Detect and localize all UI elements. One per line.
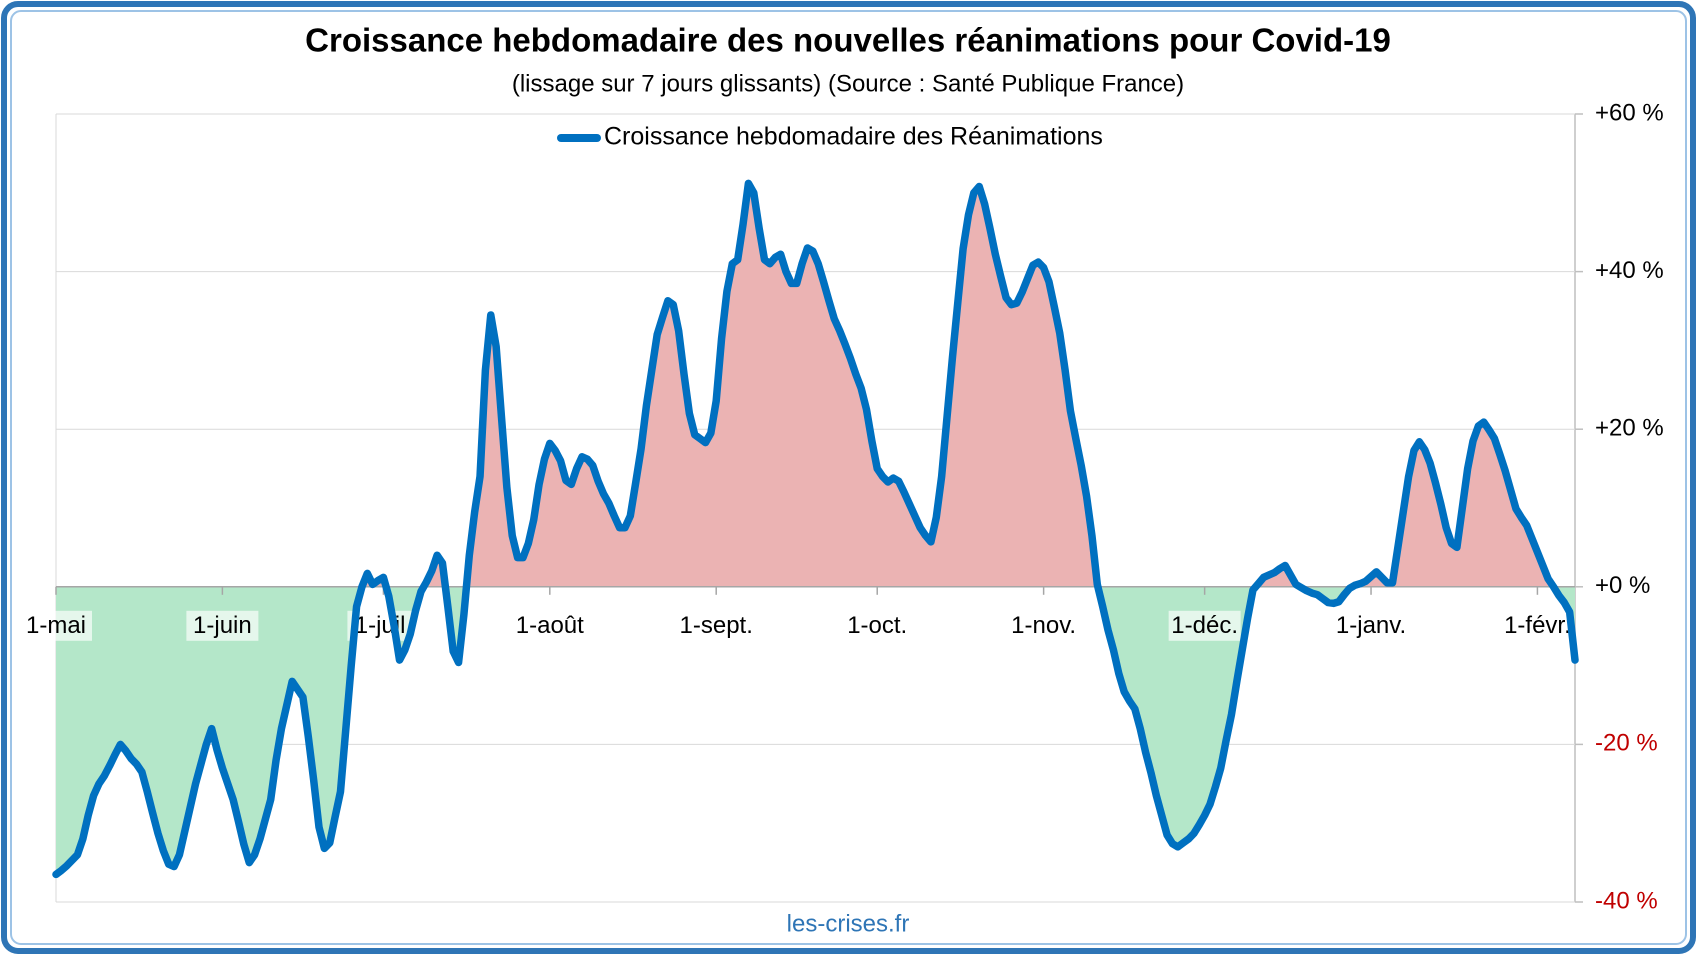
x-tick-label: 1-août [516,612,584,639]
chart-subtitle: (lissage sur 7 jours glissants) (Source … [512,70,1184,97]
x-label-bg [513,610,586,641]
x-tick-label: 1-juil. [355,612,412,639]
x-label-bg [20,610,92,641]
x-tick-label: 1-janv. [1336,612,1406,639]
line [52,179,1579,879]
negative-area [56,586,1575,875]
y-tick-label: +40 % [1595,257,1664,284]
y-tick-label: +20 % [1595,415,1664,442]
x-tick-label: 1-oct. [847,612,907,639]
x-tick-label: 1-déc. [1171,612,1238,639]
y-tick-label: -40 % [1595,887,1658,914]
y-tick-label: +60 % [1595,99,1664,126]
x-tick-label: 1-juin [193,612,252,639]
x-label-bg [1168,610,1241,641]
x-label-bg [1007,610,1080,641]
x-label-bg [186,610,259,641]
positive-area [361,183,1554,587]
x-tick-label: 1-mai [26,612,86,639]
x-label-bg [1501,610,1574,641]
inner-frame [10,10,1687,945]
x-tick-label: 1-nov. [1011,612,1076,639]
x-tick-label: 1-févr. [1504,612,1571,639]
source: les-crises.fr [787,910,910,937]
x-label-bg [841,610,914,641]
chart-title: Croissance hebdomadaire des nouvelles ré… [305,22,1391,59]
y-tick-label: +0 % [1595,572,1650,599]
x-label-bg [680,610,753,641]
y-tick-label: -20 % [1595,730,1658,757]
x-tick-label: 1-sept. [680,612,753,639]
x-label-bg [1335,610,1408,641]
legend-label: Croissance hebdomadaire des Réanimations [604,123,1103,151]
